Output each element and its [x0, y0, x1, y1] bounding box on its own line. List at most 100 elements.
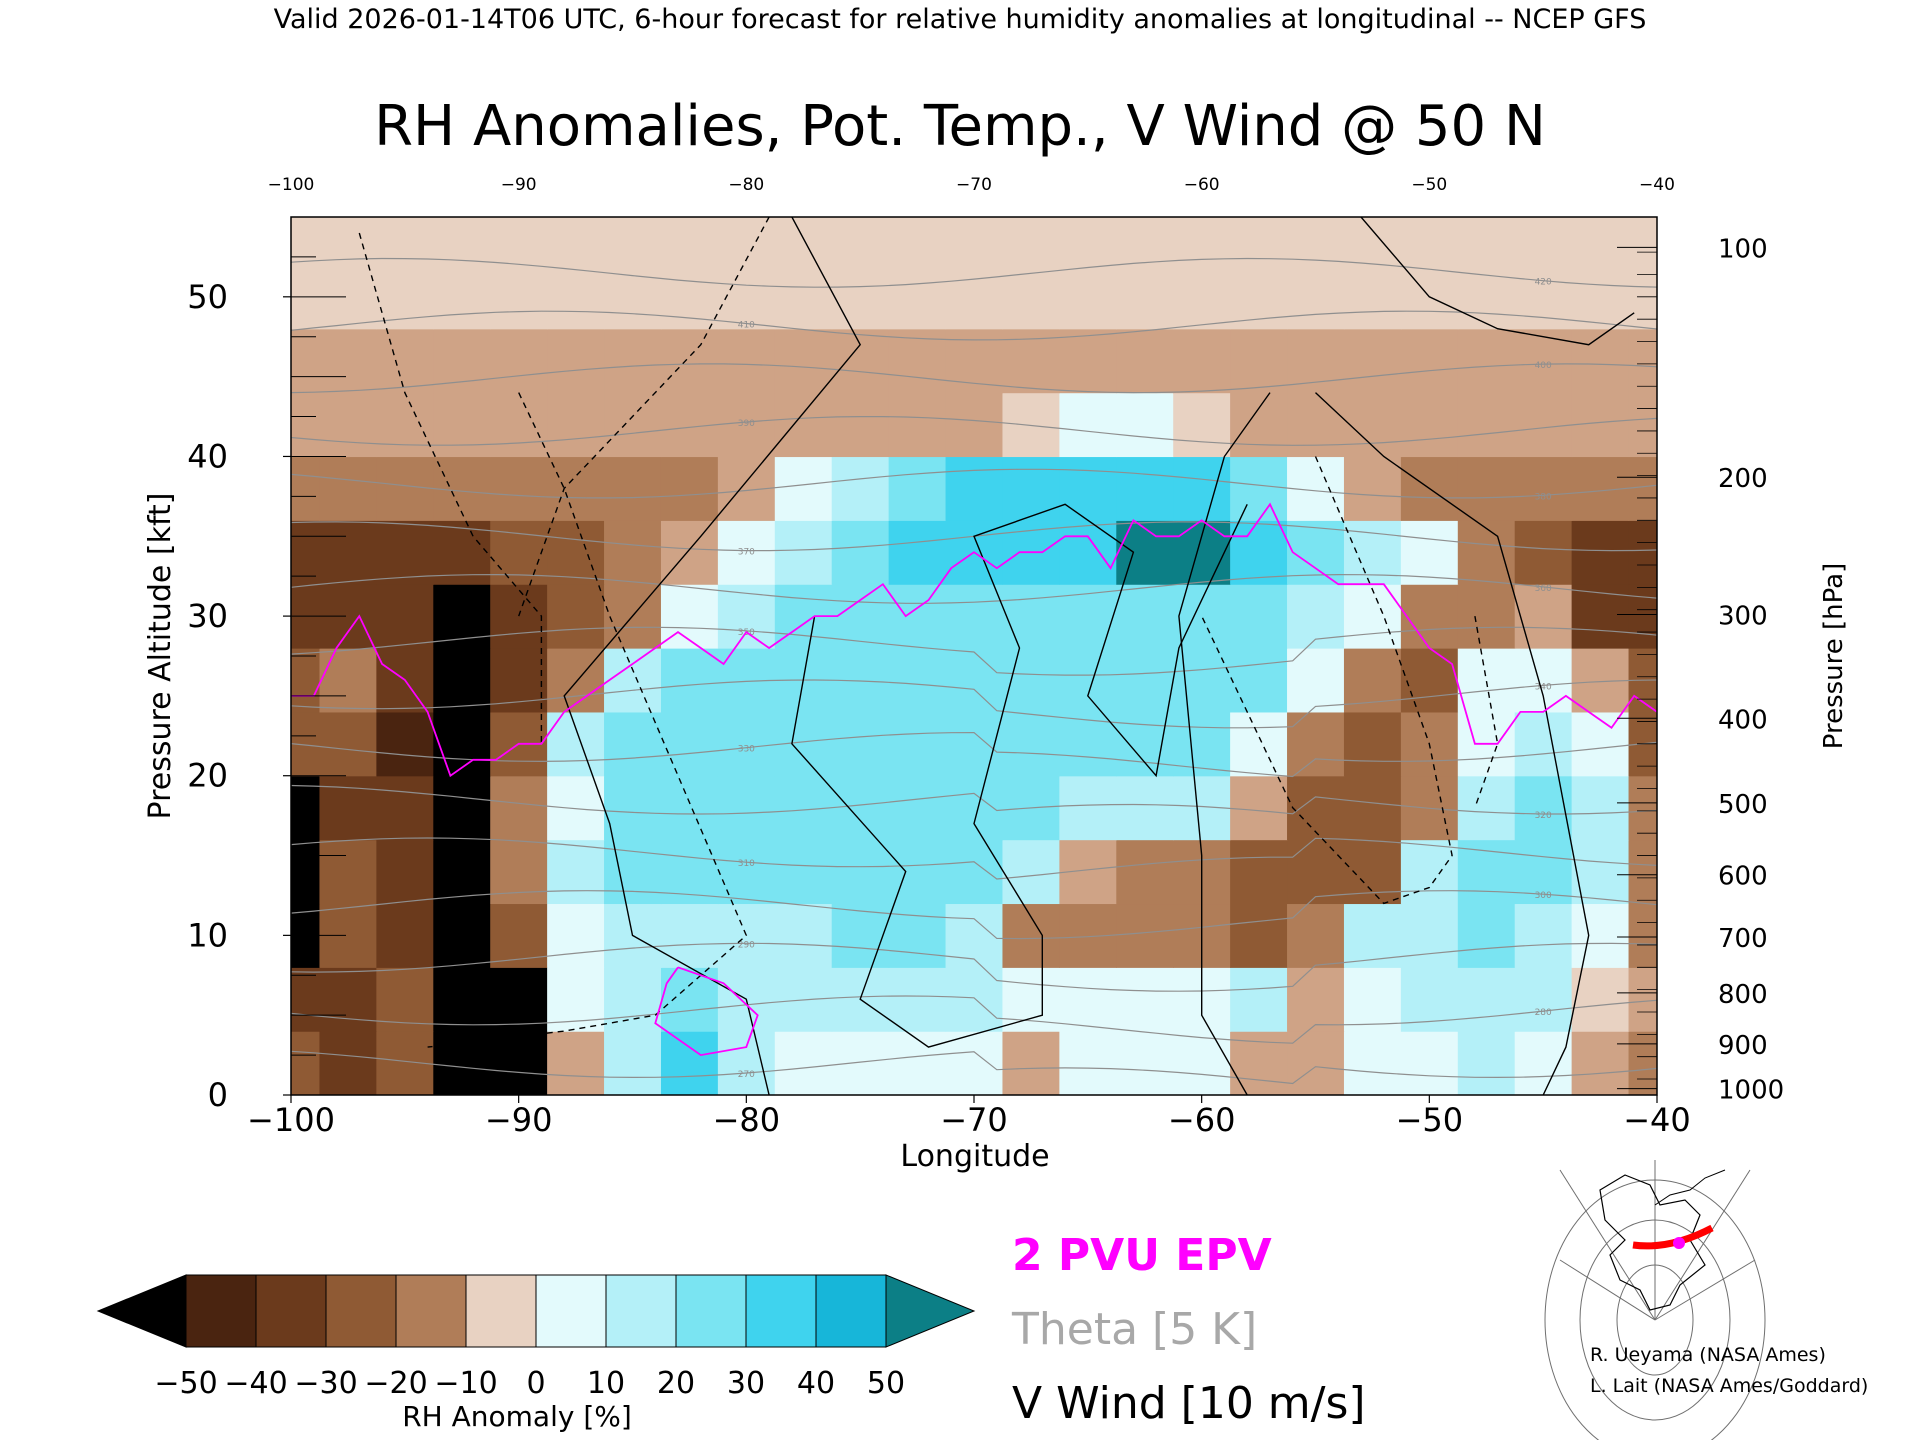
rh-cell — [291, 1031, 321, 1095]
theta-contour-label: 300 — [1535, 891, 1552, 901]
rh-cell — [490, 456, 548, 521]
rh-cell — [376, 520, 434, 585]
rh-cell — [1457, 648, 1516, 713]
rh-cell — [831, 264, 890, 330]
rh-cell — [291, 392, 321, 458]
x-top-tick-label: −90 — [501, 175, 537, 195]
rh-cell — [490, 264, 548, 330]
rh-cell — [490, 217, 548, 266]
rh-cell — [888, 1031, 947, 1095]
rh-cell — [1400, 839, 1459, 905]
epv-2pvu-line — [291, 502, 1657, 1057]
rh-cell — [1514, 217, 1573, 266]
chart-title: RH Anomalies, Pot. Temp., V Wind @ 50 N — [374, 94, 1546, 159]
epv-line-path — [291, 502, 1657, 778]
y-tick-label: 20 — [187, 757, 228, 795]
rh-cell — [1400, 217, 1459, 266]
pressure-tick-label: 500 — [1718, 790, 1768, 820]
rh-cell — [1116, 217, 1174, 266]
rh-cell — [433, 217, 491, 266]
rh-cell — [945, 1031, 1004, 1095]
rh-cell — [1287, 711, 1345, 777]
rh-cell — [774, 456, 833, 521]
rh-cell — [945, 775, 1004, 841]
rh-cell — [831, 1031, 890, 1095]
rh-cell — [1571, 584, 1630, 649]
colorbar-bin — [675, 1274, 747, 1348]
rh-cell — [888, 217, 947, 266]
colorbar-bin — [325, 1274, 397, 1348]
rh-cell — [831, 217, 890, 266]
rh-cell — [1514, 1031, 1573, 1095]
rh-cell — [945, 264, 1004, 330]
rh-cell — [774, 1031, 833, 1095]
rh-cell — [604, 648, 662, 713]
rh-cell — [1343, 217, 1402, 266]
rh-cell — [717, 217, 776, 266]
rh-cell — [604, 1031, 662, 1095]
rh-cell — [1287, 264, 1345, 330]
rh-cell — [1002, 264, 1060, 330]
rh-cell — [1059, 967, 1117, 1032]
rh-cell — [433, 1031, 491, 1095]
colorbar-tick-label: 0 — [526, 1366, 545, 1401]
rh-cell — [717, 328, 776, 394]
rh-cell — [1343, 1031, 1402, 1095]
rh-cell — [1571, 264, 1630, 330]
rh-anomaly-field — [291, 217, 1657, 1095]
y-axis-label: Pressure Altitude [kft] — [143, 493, 178, 820]
rh-cell — [1628, 520, 1657, 585]
colorbar-tick-label: −10 — [434, 1366, 497, 1401]
rh-cell — [1173, 584, 1231, 649]
pressure-axis-label: Pressure [hPa] — [1819, 563, 1849, 750]
rh-cell — [888, 520, 947, 585]
rh-cell — [1457, 456, 1516, 521]
pressure-tick-label: 800 — [1718, 980, 1768, 1010]
rh-cell — [490, 584, 548, 649]
rh-cell — [1230, 520, 1288, 585]
x-tick-label: −60 — [1168, 1101, 1236, 1139]
rh-cell — [831, 839, 890, 905]
rh-cell — [1230, 903, 1288, 968]
rh-cell — [1400, 584, 1459, 649]
colorbar-tick-label: −30 — [294, 1366, 357, 1401]
theta-contour-label: 340 — [1535, 682, 1552, 692]
rh-cell — [433, 711, 491, 777]
colorbar-bin — [395, 1274, 467, 1348]
rh-cell — [319, 967, 377, 1032]
rh-cell — [490, 1031, 548, 1095]
pressure-axis: 100 200 300 400 500 600 700 800 900 1000 — [1617, 234, 1784, 1106]
rh-cell — [888, 264, 947, 330]
x-tick-label: −40 — [1623, 1101, 1691, 1139]
x-top-tick-label: −70 — [956, 175, 992, 195]
rh-cell — [433, 392, 491, 458]
rh-cell — [1116, 264, 1174, 330]
map-marker — [1673, 1237, 1685, 1249]
rh-cell — [717, 839, 776, 905]
rh-cell — [319, 775, 377, 841]
rh-cell — [1002, 903, 1060, 968]
pressure-tick-label: 600 — [1718, 862, 1768, 892]
colorbar-tick-label: −40 — [224, 1366, 287, 1401]
rh-cell — [1628, 584, 1657, 649]
rh-cell — [1514, 456, 1573, 521]
rh-cell — [1173, 217, 1231, 266]
colorbar-tick-label: 20 — [657, 1366, 695, 1401]
rh-cell — [945, 967, 1004, 1032]
theta-contour-label: 280 — [1535, 1008, 1552, 1018]
pressure-tick-label: 900 — [1718, 1031, 1768, 1061]
theta-contour — [291, 942, 1657, 992]
rh-cell — [547, 1031, 605, 1095]
rh-cell — [1457, 967, 1516, 1032]
rh-cell — [319, 839, 377, 905]
rh-cell — [1628, 456, 1657, 521]
rh-cell — [1628, 967, 1657, 1032]
rh-cell — [1343, 711, 1402, 777]
colorbar-tick-label: 10 — [587, 1366, 625, 1401]
rh-cell — [291, 328, 321, 394]
rh-cell — [291, 648, 321, 713]
rh-cell — [1002, 648, 1060, 713]
rh-cell — [1116, 711, 1174, 777]
rh-cell — [604, 328, 662, 394]
rh-cell — [660, 1031, 719, 1095]
